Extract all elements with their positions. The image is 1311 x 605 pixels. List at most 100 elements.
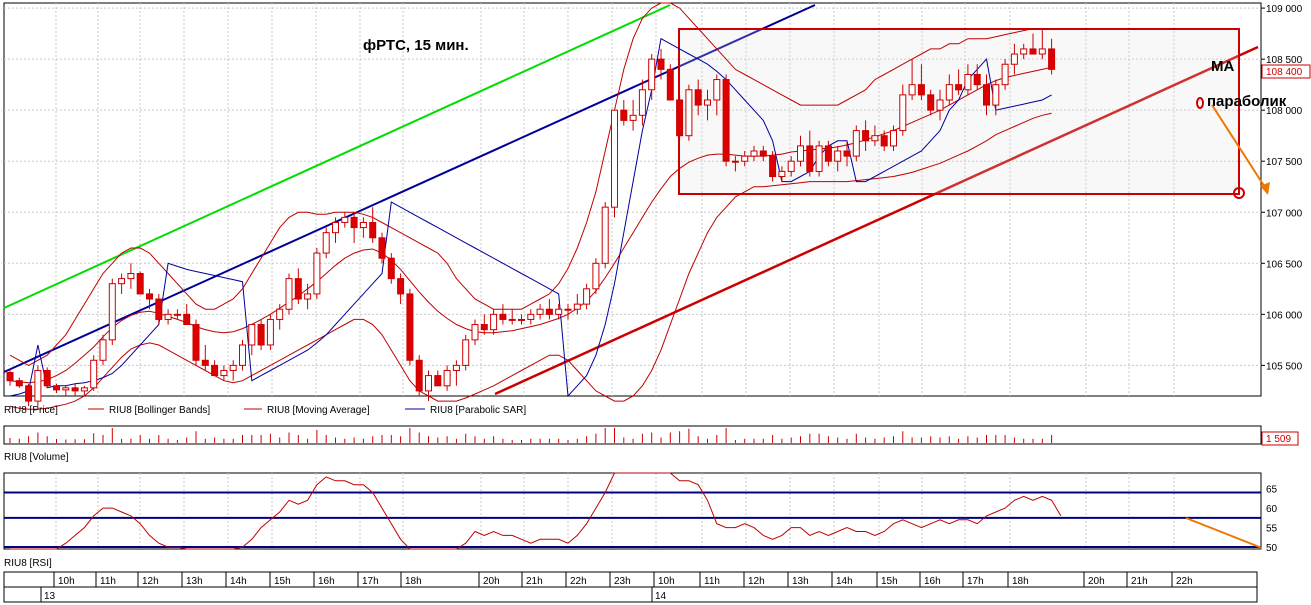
candle-body	[815, 145, 823, 172]
rsi-grid	[55, 473, 1175, 549]
annotation-parabolic: параболик	[1207, 93, 1287, 110]
candle-body	[759, 150, 767, 157]
price-tick-label: 107 500	[1266, 157, 1303, 168]
candle-body	[890, 130, 897, 147]
candle-body	[90, 359, 98, 389]
time-tick-label: 16h	[318, 576, 335, 587]
candle-body	[53, 385, 60, 391]
candle-body	[397, 278, 405, 295]
candle-body	[211, 364, 219, 377]
candle-body	[583, 288, 591, 305]
candle-body	[1010, 53, 1018, 65]
candle-body	[899, 94, 907, 132]
candle-body	[313, 252, 321, 295]
candle-body	[499, 313, 507, 320]
time-tick-label: 13h	[792, 576, 809, 587]
candle-body	[127, 273, 135, 280]
candle-body	[118, 278, 126, 285]
time-axis-labels: 10h 11h 12h 13h 14h 15h 16h 17h 18h 20h 21h 22h 23h 1…	[40, 572, 1193, 602]
target-marker-icon	[1233, 187, 1245, 199]
candle-body	[80, 387, 88, 392]
candle-body	[294, 278, 302, 300]
time-tick-label: 15h	[274, 576, 291, 587]
candle-body	[480, 324, 488, 331]
price-tick-label: 106 000	[1266, 310, 1303, 321]
candle-body	[220, 369, 228, 377]
rsi-line	[10, 472, 1062, 550]
candle-body	[173, 313, 181, 316]
candle-body	[1029, 48, 1037, 55]
candle-body	[6, 372, 14, 382]
range-box	[678, 28, 1240, 195]
red-support-line	[494, 45, 1259, 396]
candle-body	[285, 278, 293, 310]
time-tick-label: 11h	[100, 576, 116, 587]
volume-bars	[9, 428, 1053, 443]
candle-body	[192, 324, 200, 361]
candle-body	[601, 206, 609, 264]
candle-body	[917, 84, 925, 96]
candle-body	[704, 99, 711, 106]
price-tick-label: 105 500	[1266, 361, 1303, 372]
time-tick-label: 21h	[526, 576, 543, 587]
candle-body	[936, 99, 944, 111]
time-tick-label: 22h	[570, 576, 587, 587]
annotation-ma: МА	[1211, 58, 1234, 75]
date-axis	[3, 586, 1258, 603]
candle-body	[508, 318, 516, 321]
candle-body	[862, 130, 870, 142]
candle-body	[992, 84, 1000, 106]
candle-body	[945, 84, 953, 101]
rsi-forecast-arrow	[1185, 517, 1263, 549]
candle-body	[1038, 48, 1046, 55]
candle-body	[880, 135, 888, 147]
volume-label: RIU8 [Volume]	[4, 452, 69, 463]
candle-body	[378, 237, 386, 259]
candle-body	[201, 359, 209, 366]
last-price-label: 108 400	[1266, 67, 1303, 78]
time-tick-label: 14h	[230, 576, 247, 587]
candle-body	[797, 145, 804, 162]
candle-body	[257, 324, 265, 346]
candle-body	[1048, 48, 1056, 70]
candle-body	[387, 257, 395, 280]
candle-body	[248, 324, 256, 346]
candle-body	[657, 58, 665, 70]
candle-body	[722, 79, 730, 162]
candle-body	[741, 155, 749, 162]
candle-body	[555, 308, 563, 315]
bb-lower-line	[9, 112, 1052, 410]
time-tick-label: 12h	[748, 576, 765, 587]
candle-body	[304, 293, 312, 300]
candle-body	[611, 109, 618, 208]
parabolic-sar	[9, 37, 1052, 398]
candle-body	[146, 293, 153, 300]
candle-body	[406, 293, 414, 361]
time-tick-label: 12h	[142, 576, 159, 587]
candle-body	[276, 308, 284, 320]
date-tick-label: 14	[655, 591, 667, 602]
candle-body	[806, 145, 814, 172]
candle-body	[183, 313, 191, 326]
candle-body	[787, 160, 795, 172]
candle-body	[843, 150, 851, 157]
candle-body	[34, 369, 42, 402]
candle-body	[564, 308, 572, 311]
candle-body	[25, 385, 33, 402]
candle-body	[369, 221, 377, 239]
candle-body	[685, 89, 693, 137]
candle-body	[415, 359, 423, 392]
candle-body	[62, 387, 70, 391]
date-tick-label: 13	[44, 591, 56, 602]
price-tick-label: 107 000	[1266, 208, 1303, 219]
candle-body	[545, 308, 553, 315]
time-tick-label: 14h	[836, 576, 853, 587]
rsi-label: RIU8 [RSI]	[4, 558, 52, 569]
candle-body	[350, 216, 358, 229]
candle-body	[322, 232, 330, 254]
candle-body	[964, 73, 972, 91]
candle-body	[592, 262, 600, 290]
legend-sar: RIU8 [Parabolic SAR]	[430, 405, 526, 416]
candle-body	[620, 109, 628, 121]
candle-body	[359, 221, 367, 229]
